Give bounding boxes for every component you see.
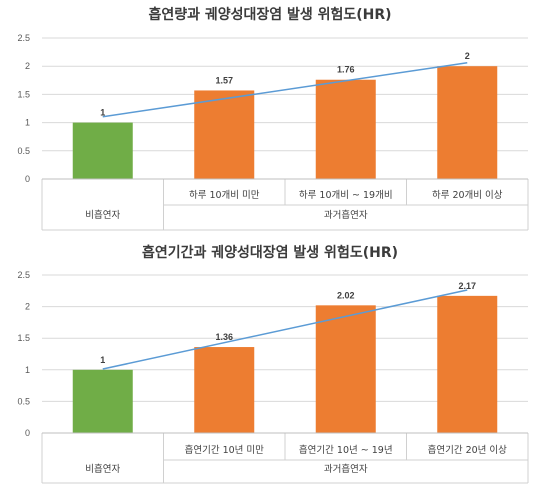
- y-tick-label: 1.5: [17, 333, 30, 343]
- y-tick-label: 0.5: [17, 146, 30, 156]
- bar: [315, 305, 376, 433]
- y-tick-label: 2: [25, 302, 30, 312]
- chart-title: 흡연기간과 궤양성대장염 발생 위험도(HR): [142, 244, 398, 261]
- category-label: 흡연기간 10년 ~ 19년: [299, 444, 393, 456]
- category-label: 하루 10개비 미만: [189, 189, 260, 201]
- data-label: 1.57: [215, 75, 233, 85]
- chart-title: 흡연량과 궤양성대장염 발생 위험도(HR): [148, 6, 391, 23]
- y-tick-label: 1: [25, 118, 30, 128]
- data-label: 1.76: [337, 65, 355, 75]
- data-label: 2.17: [458, 281, 476, 291]
- category-label: 하루 20개비 이상: [432, 189, 503, 201]
- y-tick-label: 0: [25, 428, 30, 438]
- trendline: [102, 62, 468, 118]
- y-tick-label: 1.5: [17, 89, 30, 99]
- bar: [437, 66, 498, 179]
- bar: [72, 369, 133, 433]
- bar: [194, 347, 255, 433]
- y-tick-label: 1: [25, 365, 30, 375]
- chart-2: 흡연기간과 궤양성대장염 발생 위험도(HR) 0 0.5 1 1.5 2 2.5 1 1.36…: [17, 244, 529, 484]
- group-label: 비흡연자: [85, 209, 120, 221]
- category-label: 흡연기간 20년 이상: [428, 444, 508, 456]
- group-label: 비흡연자: [85, 463, 120, 475]
- chart-1: 흡연량과 궤양성대장염 발생 위험도(HR) 0 0.5 1 1.5 2 2.5 1 1.57 1…: [17, 6, 529, 231]
- data-label: 2: [465, 51, 470, 61]
- category-label: 하루 10개비 ~ 19개비: [299, 189, 393, 201]
- bar: [72, 122, 133, 179]
- bar: [315, 79, 376, 179]
- data-label: 1: [100, 108, 105, 118]
- y-tick-label: 0: [25, 174, 30, 184]
- data-label: 1: [100, 355, 105, 365]
- bar: [437, 295, 498, 433]
- data-label: 1.36: [215, 332, 233, 342]
- group-label: 과거흡연자: [324, 209, 368, 221]
- data-label: 2.02: [337, 290, 355, 300]
- bar: [194, 90, 255, 179]
- category-label: 흡연기간 10년 미만: [185, 444, 265, 456]
- y-tick-label: 2: [25, 61, 30, 71]
- y-tick-label: 2.5: [17, 270, 30, 280]
- y-tick-label: 0.5: [17, 396, 30, 406]
- trendline: [102, 289, 468, 370]
- y-tick-label: 2.5: [17, 33, 30, 43]
- group-label: 과거흡연자: [324, 463, 368, 475]
